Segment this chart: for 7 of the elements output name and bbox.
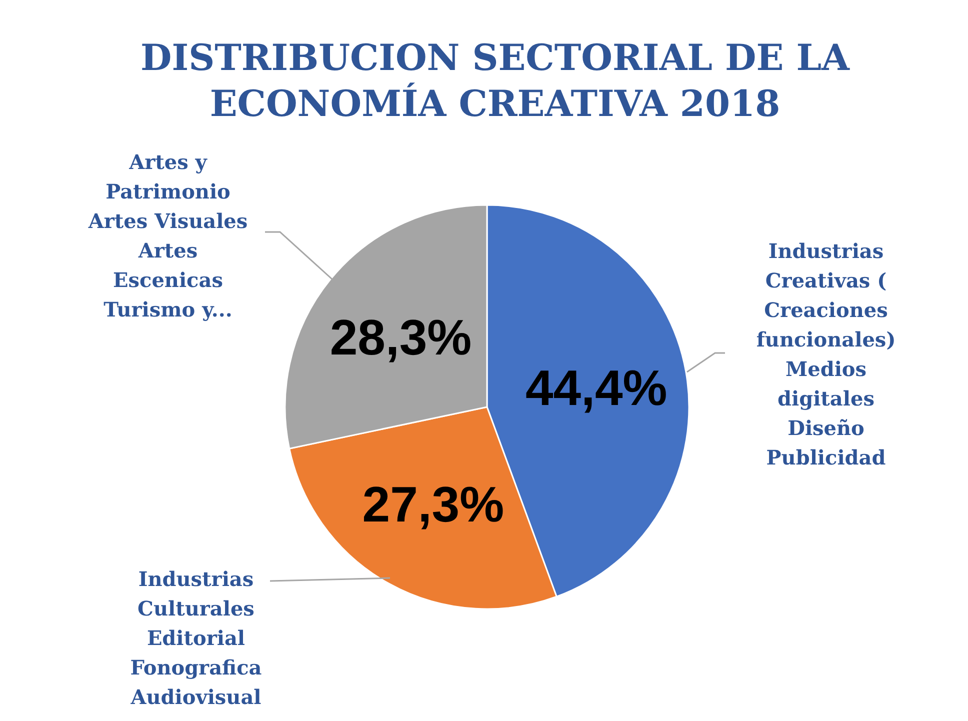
chart-title: DISTRIBUCION SECTORIAL DE LA ECONOMÍA CREATIVA 2018 (140, 37, 851, 125)
slice-label: Industrias Culturales Editorial Fonografica Audiovisual (130, 567, 262, 709)
slice-label: Artes y Patrimonio Artes Visuales Artes Escenicas Turismo y... (87, 150, 248, 322)
slice-label: Industrias Creativas ( Creaciones funcionales) Medios digitales Diseño Publicidad (756, 239, 896, 470)
data-label: 27,3% (362, 476, 504, 533)
data-label: 28,3% (330, 309, 472, 366)
data-label: 44,4% (525, 360, 668, 416)
